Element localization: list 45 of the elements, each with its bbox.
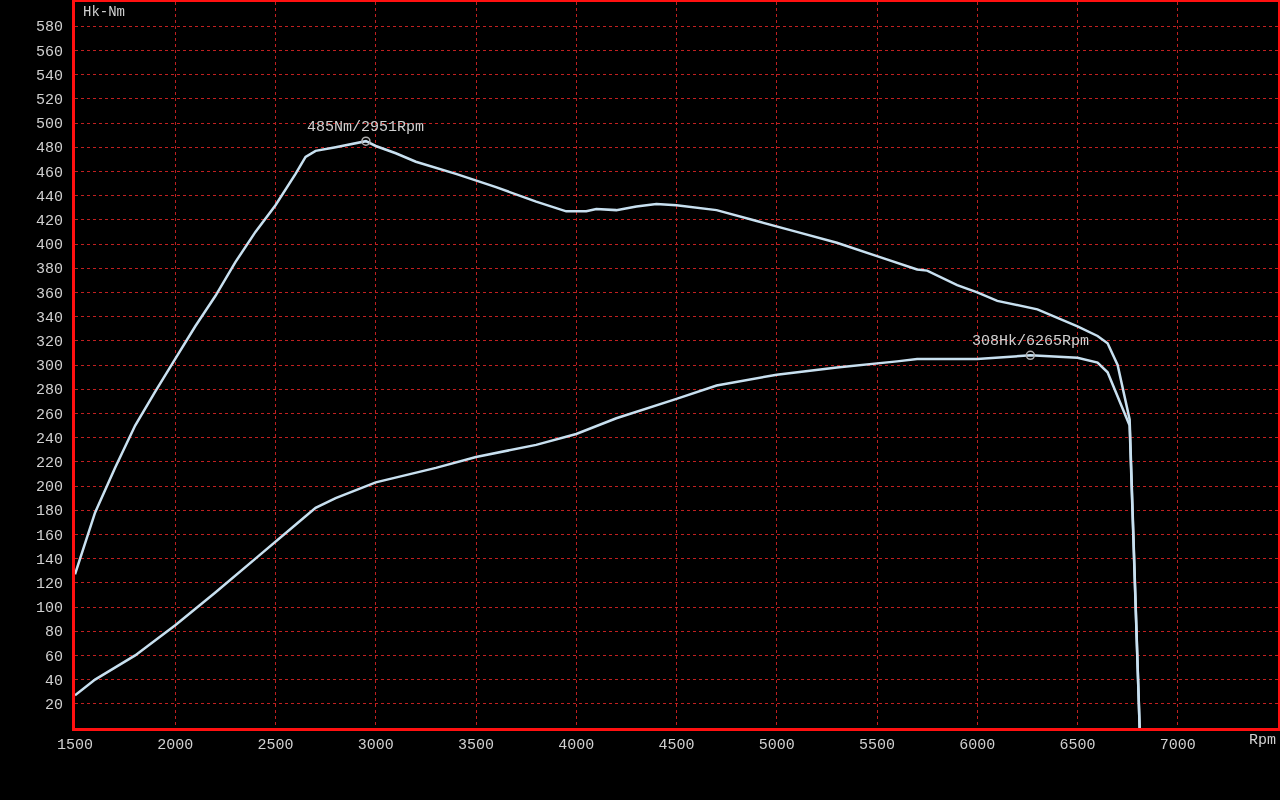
x-tick-label: 7000 (1159, 737, 1196, 754)
y-tick-label: 20 (44, 697, 63, 715)
x-tick-label: 3000 (357, 737, 394, 754)
x-tick-label: 4500 (658, 737, 695, 754)
annotation: 308Hk/6265Rpm (972, 333, 1090, 350)
y-tick-label: 500 (35, 116, 63, 134)
y-tick-label: 260 (35, 406, 63, 424)
y-tick-label: 380 (35, 261, 63, 279)
y-tick-label: 200 (35, 479, 63, 497)
x-tick-label: 5000 (758, 737, 795, 754)
y-tick-label: 320 (35, 334, 63, 352)
y-tick-label: 560 (35, 43, 63, 61)
y-tick-label: 240 (35, 430, 63, 448)
y-tick-label: 60 (44, 648, 63, 666)
y-tick-label: 280 (35, 382, 63, 400)
y-tick-label: 100 (35, 600, 63, 618)
y-tick-label: 220 (35, 455, 63, 473)
y-tick-label: 420 (35, 213, 63, 231)
y-tick-label: 400 (35, 237, 63, 255)
x-tick-label: 1500 (56, 737, 94, 754)
x-tick-label: 2500 (257, 737, 294, 754)
y-tick-label: 340 (35, 309, 63, 327)
annotation: 485Nm/2951Rpm (307, 119, 425, 136)
x-axis-title: Rpm (1249, 732, 1277, 749)
y-tick-label: 180 (35, 503, 63, 521)
y-tick-label: 140 (35, 551, 63, 569)
x-tick-label: 4000 (558, 737, 595, 754)
x-tick-label: 6500 (1059, 737, 1096, 754)
y-tick-label: 580 (35, 19, 63, 37)
y-tick-label: 120 (35, 576, 63, 594)
x-tick-label: 5500 (858, 737, 896, 754)
y-tick-label: 300 (35, 358, 63, 376)
x-tick-label: 3500 (457, 737, 495, 754)
x-tick-label: 6000 (959, 737, 996, 754)
y-tick-label: 520 (35, 92, 63, 110)
y-tick-label: 360 (35, 285, 63, 303)
y-tick-label: 160 (35, 527, 63, 545)
y-tick-label: 460 (35, 164, 63, 182)
y-tick-label: 540 (35, 67, 63, 85)
y-tick-label: 40 (44, 672, 63, 690)
y-tick-label: 440 (35, 188, 63, 206)
y-tick-label: 480 (35, 140, 63, 158)
y-axis-title: Hk-Nm (83, 4, 126, 20)
y-tick-label: 80 (44, 624, 63, 642)
x-tick-label: 2000 (157, 737, 194, 754)
